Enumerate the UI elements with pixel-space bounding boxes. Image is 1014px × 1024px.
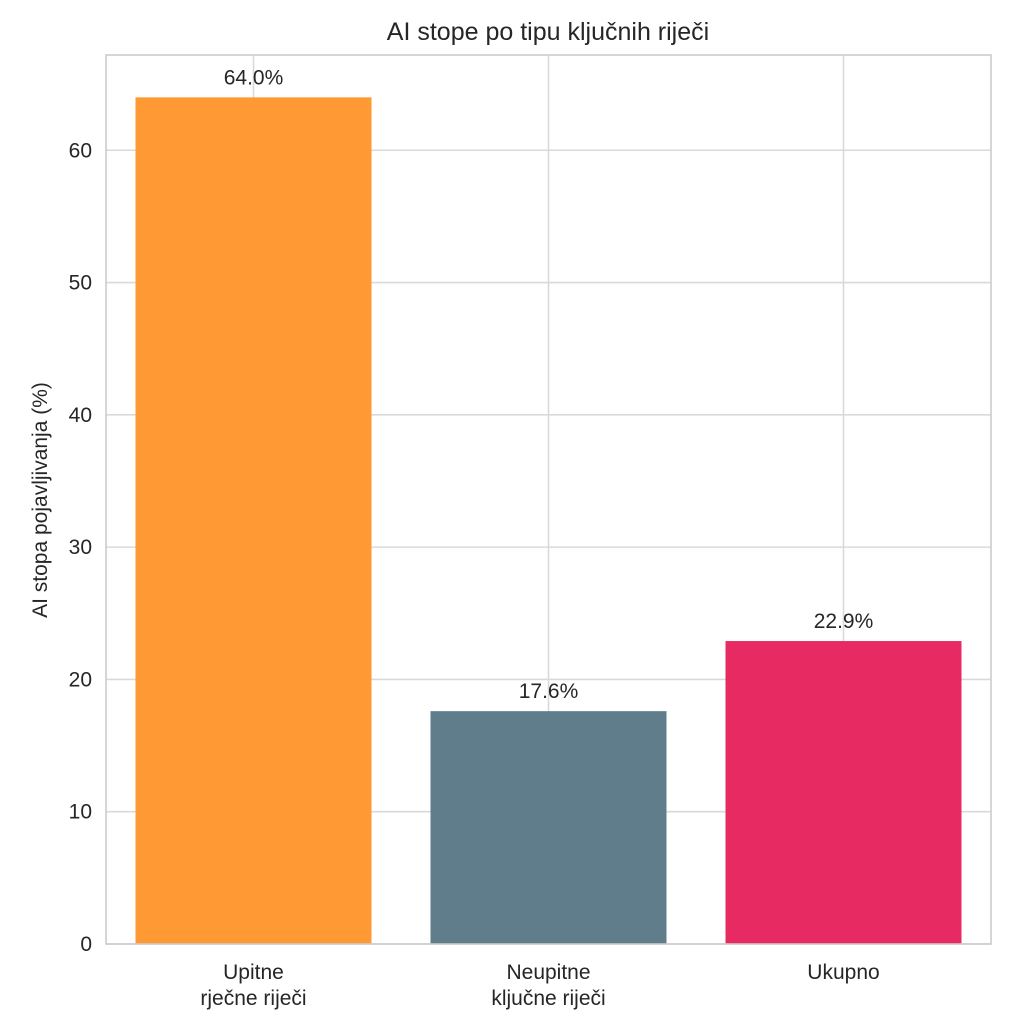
x-tick-label: ključne riječi [491,987,605,1010]
x-axis-ticks: Upitne rječne riječi Neupitne ključne riječ… [200,961,879,1010]
x-tick-label: Ukupno [807,961,879,984]
bar-value-label: 17.6% [519,680,579,703]
y-axis-label: AI stopa pojavljivanja (%) [29,382,52,618]
y-axis-ticks: 0 10 20 30 40 50 60 [69,139,92,956]
y-tick-label: 0 [80,933,92,956]
y-tick-label: 50 [69,272,92,295]
x-tick-label: Neupitne [506,961,590,984]
bar-value-label: 64.0% [224,66,284,89]
bar [135,97,372,945]
y-tick-label: 60 [69,139,92,162]
bar [430,711,667,944]
y-tick-label: 40 [69,404,92,427]
chart-title: AI stope po tipu ključnih riječi [387,18,709,46]
bars [135,97,962,945]
data-labels: 64.0% 17.6% 22.9% [224,66,874,703]
y-tick-label: 10 [69,801,92,824]
x-tick-label: rječne riječi [200,987,306,1010]
y-tick-label: 20 [69,668,92,691]
x-tick-label: Upitne [223,961,284,984]
bar-value-label: 22.9% [814,610,874,633]
plot-area-frame [105,54,992,945]
y-tick-label: 30 [69,536,92,559]
bar [725,641,962,944]
